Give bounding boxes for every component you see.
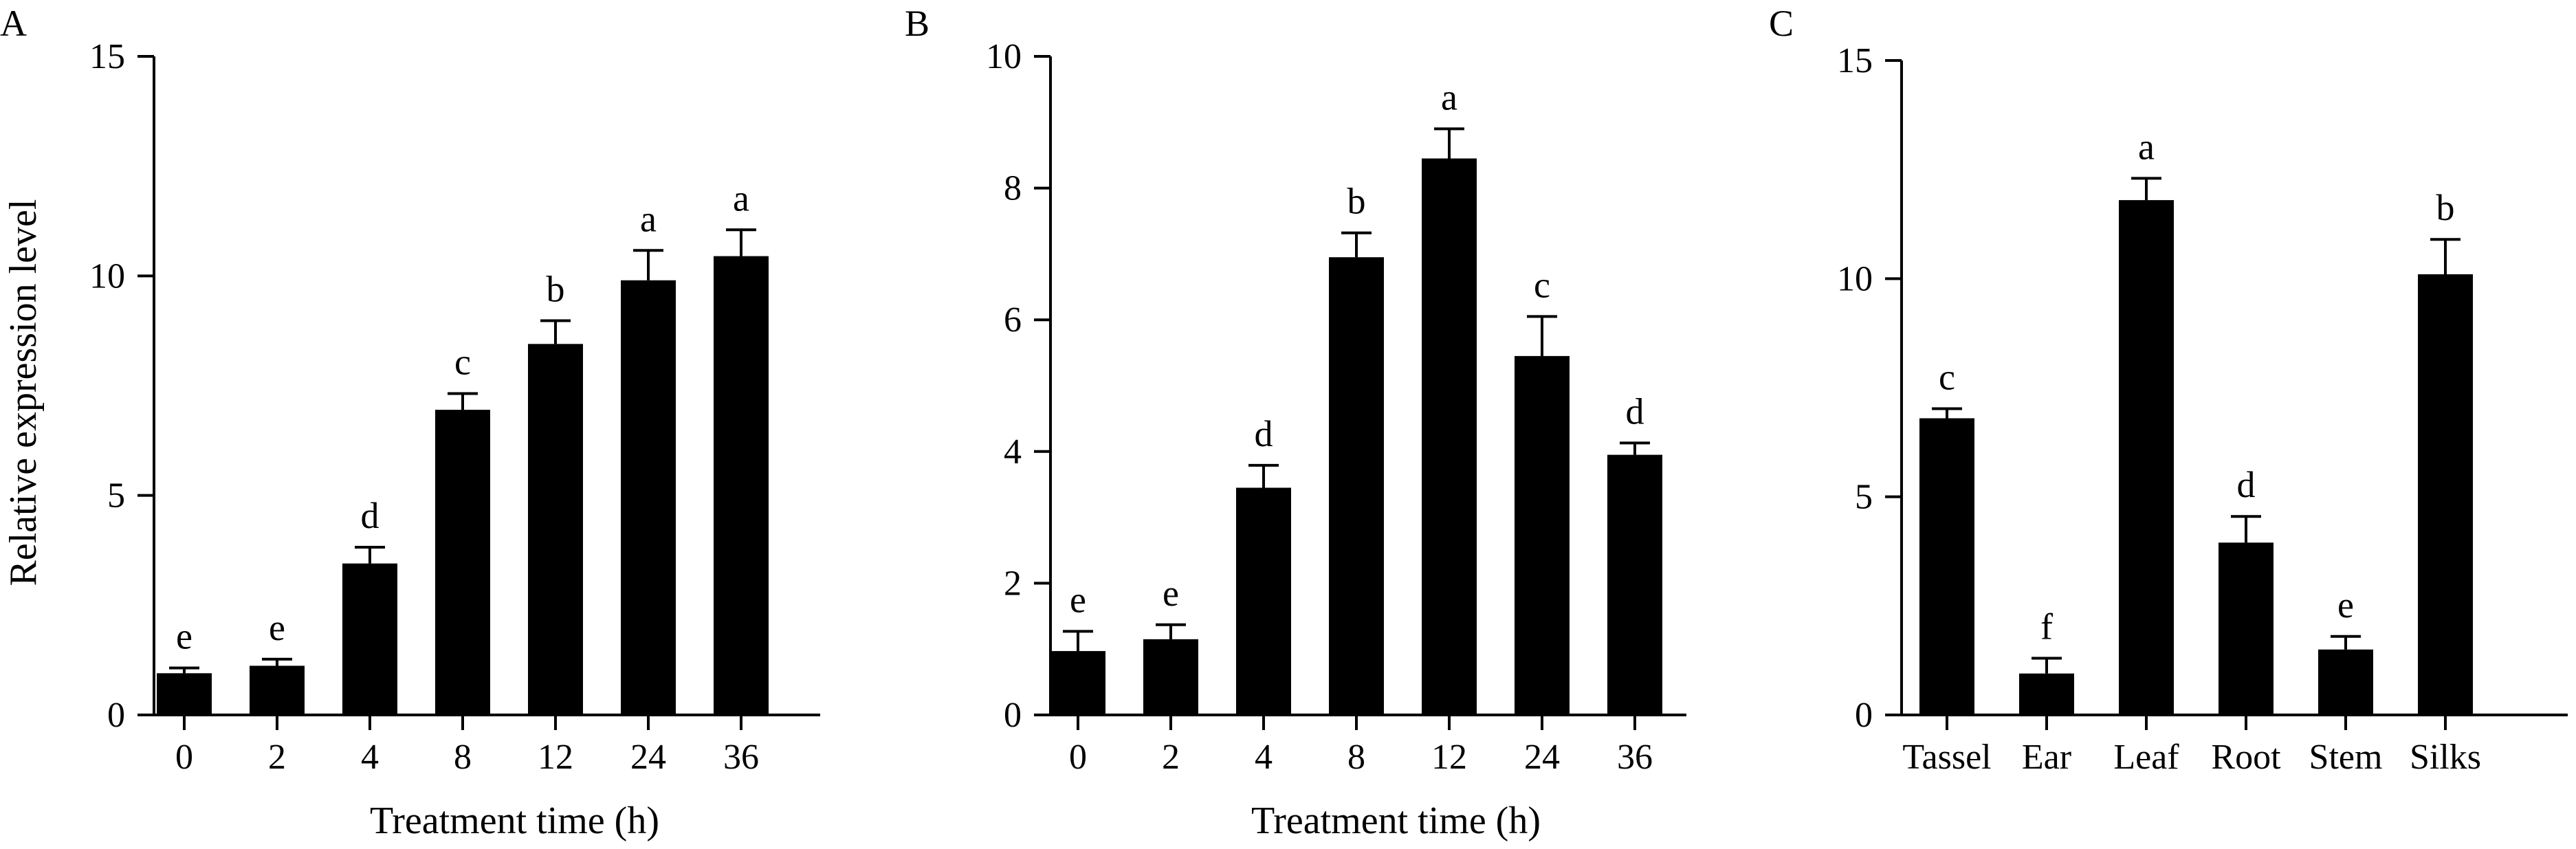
bar-8 (1329, 257, 1384, 715)
significance-letter: c (454, 341, 471, 382)
x-tick-label: 4 (361, 738, 379, 777)
significance-letter: a (733, 177, 749, 219)
significance-letter: e (1070, 579, 1086, 620)
bar-0 (1050, 651, 1105, 715)
x-tick-label: 12 (538, 738, 573, 777)
y-tick-label: 8 (1004, 169, 1022, 208)
significance-letter: a (1441, 76, 1457, 118)
x-tick-label: Stem (2309, 738, 2383, 777)
bar-4 (1236, 487, 1291, 715)
significance-letter: e (269, 607, 285, 648)
y-tick-label: 0 (1004, 696, 1022, 735)
x-tick-label: 8 (454, 738, 472, 777)
y-tick-label: 15 (1837, 41, 1873, 80)
bar-ear (2019, 673, 2074, 715)
bar-2 (1143, 639, 1198, 715)
y-tick-label: 0 (1855, 696, 1873, 735)
x-axis-title: Treatment time (h) (370, 800, 659, 842)
bar-36 (1607, 454, 1662, 715)
y-tick-label: 10 (1837, 259, 1873, 298)
bar-stem (2318, 649, 2373, 715)
significance-letter: c (1939, 356, 1955, 397)
significance-letter: a (2138, 126, 2155, 167)
bar-4 (342, 563, 397, 715)
y-tick-label: 2 (1004, 564, 1022, 603)
significance-letter: c (1534, 264, 1550, 305)
significance-letter: b (2436, 187, 2455, 228)
x-tick-label: Tassel (1902, 738, 1991, 777)
x-tick-label: 24 (1524, 738, 1560, 777)
bar-24 (621, 280, 676, 716)
significance-letter: e (2337, 584, 2354, 626)
x-tick-label: 36 (1617, 738, 1653, 777)
x-tick-label: 2 (268, 738, 286, 777)
bar-silks (2418, 274, 2473, 715)
bar-tassel (1919, 418, 1974, 715)
significance-letter: e (176, 616, 192, 657)
bar-leaf (2119, 200, 2174, 715)
x-tick-label: Leaf (2113, 738, 2179, 777)
significance-letter: e (1163, 573, 1179, 614)
significance-letter: d (361, 495, 379, 536)
x-tick-label: 24 (630, 738, 666, 777)
y-tick-label: 6 (1004, 300, 1022, 340)
x-tick-label: 2 (1162, 738, 1180, 777)
significance-letter: f (2040, 606, 2053, 647)
x-axis-title: Treatment time (h) (1251, 800, 1541, 842)
y-tick-label: 4 (1004, 432, 1022, 472)
y-tick-label: 10 (986, 37, 1022, 76)
y-tick-label: 5 (107, 476, 125, 516)
y-tick-label: 10 (89, 256, 125, 296)
x-tick-label: 36 (723, 738, 759, 777)
panel-label: A (0, 3, 27, 44)
y-tick-label: 0 (107, 696, 125, 735)
x-tick-label: Silks (2410, 738, 2481, 777)
y-tick-label: 15 (89, 37, 125, 76)
bar-24 (1515, 355, 1570, 715)
significance-letter: d (1255, 413, 1273, 454)
y-tick-label: 5 (1855, 478, 1873, 517)
panel-label: B (905, 3, 929, 44)
bar-12 (528, 344, 583, 715)
x-tick-label: 12 (1431, 738, 1467, 777)
significance-letter: d (1626, 390, 1644, 432)
x-tick-label: 0 (175, 738, 193, 777)
panel-label: C (1769, 3, 1794, 44)
x-tick-label: 0 (1069, 738, 1087, 777)
chart-panel-a: A 0 5 10 15 Relative expression level 0 e 2 e 4 d 8 c… (0, 3, 820, 842)
bar-8 (435, 410, 490, 715)
bar-0 (157, 673, 212, 715)
significance-letter: b (547, 268, 565, 309)
significance-letter: d (2237, 464, 2256, 505)
bar-2 (250, 665, 305, 715)
significance-letter: a (640, 198, 657, 239)
bar-36 (714, 256, 769, 715)
y-axis-title: Relative expression level (2, 199, 45, 586)
significance-letter: b (1347, 181, 1366, 222)
x-tick-label: 4 (1255, 738, 1273, 777)
x-tick-label: Root (2211, 738, 2281, 777)
bar-root (2219, 542, 2274, 715)
x-tick-label: Ear (2022, 738, 2071, 777)
bar-12 (1422, 158, 1477, 716)
chart-panel-c: C 0 5 10 15 Tassel c Ear f Leaf a Root d Stem e Silks b (1769, 3, 2568, 777)
x-tick-label: 8 (1347, 738, 1365, 777)
